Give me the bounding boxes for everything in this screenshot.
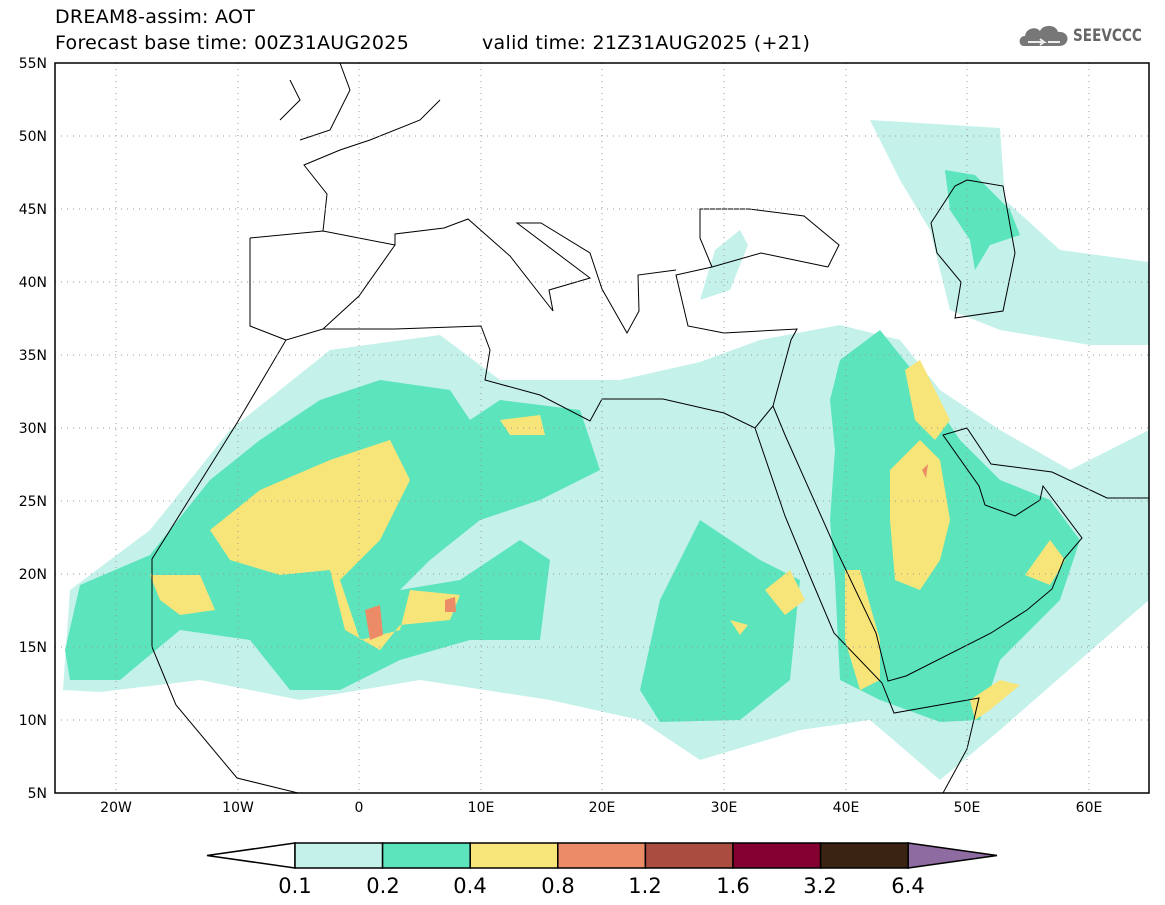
- lat-label: 15N: [19, 640, 47, 656]
- gridlines: [55, 63, 1149, 793]
- colorbar-label: 0.2: [366, 874, 399, 898]
- france-uk-coastline: [279, 63, 441, 232]
- colorbar-swatch: [294, 842, 384, 869]
- lat-label: 40N: [19, 275, 47, 291]
- seevccc-logo: SEEVCCC: [1018, 22, 1159, 50]
- aot-level-0.4-0.8: [845, 570, 880, 690]
- coastlines: [151, 63, 1149, 793]
- colorbar-swatch: [469, 842, 559, 869]
- latitude-labels: 55N 50N 45N 40N 35N 30N 25N 20N 15N 10N …: [19, 56, 47, 802]
- colorbar-swatch: [557, 842, 647, 869]
- iberia-coastline: [249, 238, 396, 341]
- aot-level-0.2-0.4: [830, 330, 1080, 722]
- aot-level-0.8-1.2: [445, 597, 456, 612]
- aot-level-0.4-0.8: [150, 575, 215, 615]
- lat-label: 55N: [19, 56, 47, 72]
- colorbar: [206, 842, 998, 869]
- lon-label: 20E: [589, 800, 616, 816]
- aot-level-0.4-0.8: [500, 415, 545, 435]
- colorbar-swatch: [819, 842, 909, 869]
- aot-level-0.2-0.4: [945, 170, 1020, 270]
- aot-level-0.8-1.2: [365, 605, 383, 640]
- lat-label: 5N: [28, 786, 47, 802]
- caspian-sea: [930, 179, 1016, 319]
- lon-label: 0: [355, 800, 364, 816]
- aot-level-0.2-0.4: [640, 520, 800, 722]
- cloud-icon: [1019, 25, 1068, 46]
- lat-label: 50N: [19, 129, 47, 145]
- europe-coastline: [249, 218, 677, 335]
- africa-coastline: [151, 252, 829, 793]
- lon-label: 40E: [833, 800, 860, 816]
- forecast-base-time: Forecast base time: 00Z31AUG2025: [55, 32, 410, 54]
- colorbar-swatch: [644, 842, 734, 869]
- aot-level-0.4-0.8: [765, 570, 805, 615]
- lat-label: 45N: [19, 202, 47, 218]
- aot-level-0.4-0.8: [970, 680, 1020, 720]
- red-sea-west-coast: [754, 427, 980, 793]
- aot-level-0.4-0.8: [1025, 540, 1065, 585]
- lon-label: 30E: [711, 800, 738, 816]
- arabia-coastline: [772, 405, 1149, 682]
- aot-level-0.8-1.2: [922, 464, 928, 478]
- colorbar-labels: 0.1 0.2 0.4 0.8 1.2 1.6 3.2 6.4: [278, 874, 924, 898]
- valid-time: valid time: 21Z31AUG2025 (+21): [482, 32, 811, 54]
- colorbar-label: 1.6: [716, 874, 749, 898]
- lon-label: 10W: [222, 800, 254, 816]
- colorbar-label: 6.4: [891, 874, 924, 898]
- colorbar-high-arrow: [907, 842, 998, 869]
- aot-level-0.4-0.8: [210, 440, 460, 650]
- lat-label: 35N: [19, 348, 47, 364]
- map-title: DREAM8-assim: AOT: [55, 6, 256, 28]
- lon-label: 10E: [468, 800, 495, 816]
- lat-label: 25N: [19, 494, 47, 510]
- colorbar-label: 0.4: [453, 874, 486, 898]
- logo-text: SEEVCCC: [1073, 26, 1142, 46]
- colorbar-label: 1.2: [628, 874, 661, 898]
- colorbar-label: 0.1: [278, 874, 311, 898]
- longitude-labels: 20W 10W 0 10E 20E 30E 40E 50E 60E: [100, 800, 1102, 816]
- lat-label: 30N: [19, 421, 47, 437]
- black-sea: [699, 208, 840, 268]
- lat-label: 10N: [19, 713, 47, 729]
- lon-label: 20W: [100, 800, 132, 816]
- lon-label: 50E: [954, 800, 981, 816]
- colorbar-swatch: [381, 842, 471, 869]
- colorbar-low-arrow: [206, 842, 296, 869]
- colorbar-swatch: [732, 842, 822, 869]
- lon-label: 60E: [1076, 800, 1103, 816]
- aot-level-0.4-0.8: [905, 360, 950, 440]
- aot-level-0.1-0.2: [700, 230, 748, 300]
- aot-contours: [63, 120, 1149, 780]
- map-frame: [54, 62, 1150, 794]
- aot-level-0.4-0.8: [730, 620, 748, 635]
- lat-label: 20N: [19, 567, 47, 583]
- colorbar-label: 0.8: [541, 874, 574, 898]
- colorbar-label: 3.2: [803, 874, 836, 898]
- aot-level-0.4-0.8: [890, 440, 950, 590]
